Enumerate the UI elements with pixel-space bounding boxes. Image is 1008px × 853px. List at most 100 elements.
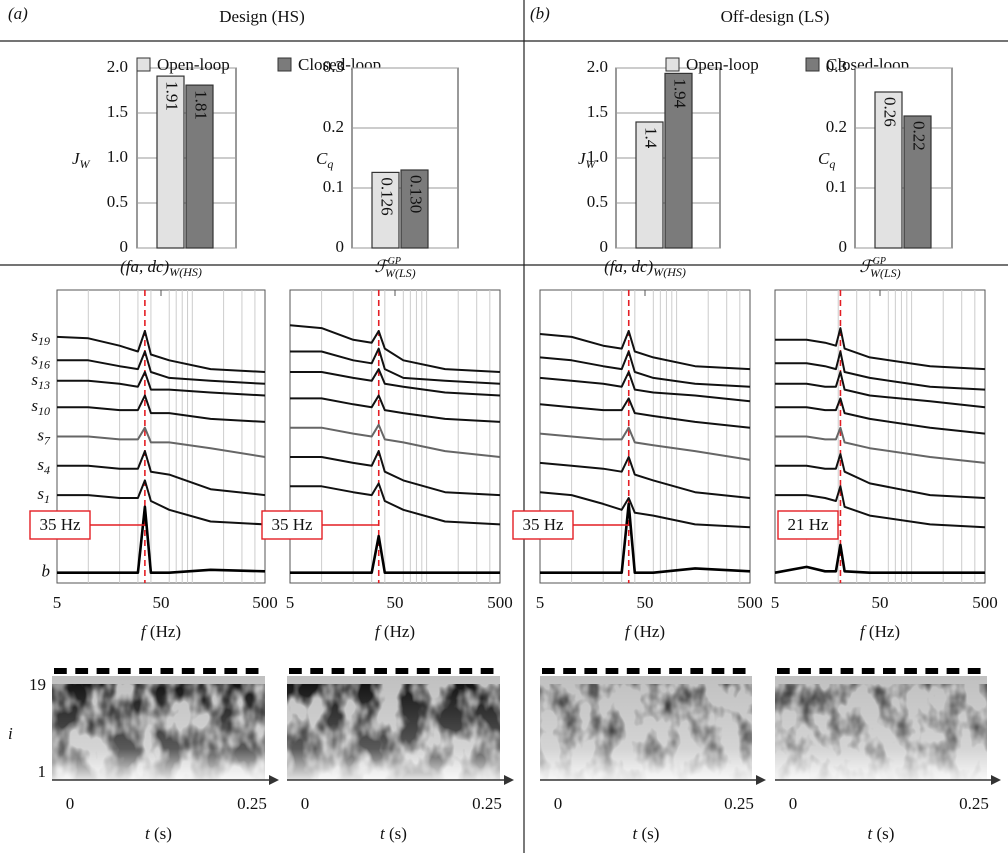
spectrum-line (57, 426, 266, 458)
x-axis-label: t (s) (633, 824, 660, 843)
actuation-pulse (690, 668, 704, 674)
x-tick-label: 500 (972, 593, 998, 612)
actuation-pulse (96, 668, 110, 674)
spectrum-line (539, 491, 751, 529)
bar (635, 121, 664, 249)
x-tick-label: 0 (301, 794, 310, 813)
x-tick-label: 500 (487, 593, 513, 612)
title-sub: W(LS) (870, 266, 901, 280)
value-label: 1.81 (192, 90, 211, 120)
title-main: ℱ (859, 257, 876, 276)
spectrum-line (290, 347, 501, 385)
series-label: s13 (31, 370, 50, 392)
actuation-pulse (416, 668, 430, 674)
legend-swatch (805, 57, 820, 72)
series-label: s1 (37, 484, 50, 506)
y-axis-label: Cq (818, 149, 835, 171)
title-main: ℱ (374, 257, 391, 276)
spectrum-line (539, 426, 751, 461)
actuation-pulse (563, 668, 576, 674)
annotation-text: 21 Hz (787, 515, 829, 534)
actuation-pulse (310, 668, 324, 674)
bar (371, 171, 400, 249)
x-axis-label: t (s) (868, 824, 895, 843)
annotation-box (29, 510, 91, 540)
y-axis-label: i (8, 724, 13, 743)
plot-frame (289, 289, 501, 584)
x-tick-label: 0.25 (959, 794, 989, 813)
y-tick-label: 0 (600, 237, 609, 256)
series-label: s16 (31, 349, 50, 371)
actuation-pulse (224, 668, 238, 674)
spectrum-line (290, 394, 501, 423)
annotation-text: 35 Hz (271, 515, 313, 534)
actuation-pulse (117, 668, 131, 674)
x-tick-label: 5 (536, 593, 545, 612)
x-axis-arrow (269, 775, 279, 785)
spectrum-line (775, 453, 986, 499)
actuation-pulse (584, 668, 598, 674)
actuation-pulse (819, 668, 833, 674)
y-tick-label: 0.1 (826, 177, 847, 196)
legend-label: Open-loop (157, 55, 230, 74)
title-sup: GP (388, 256, 401, 267)
x-tick-label: 500 (737, 593, 763, 612)
x-axis-label: t (s) (145, 824, 172, 843)
value-label: 1.4 (642, 127, 661, 149)
x-axis-arrow (991, 775, 1001, 785)
bar (903, 115, 932, 249)
y-tick-label: 0.3 (826, 57, 847, 76)
value-label: 1.91 (163, 81, 182, 111)
actuation-pulse (203, 668, 216, 674)
y-tick-label: 1.0 (107, 147, 128, 166)
x-axis-label: f (Hz) (860, 622, 900, 641)
y-tick-label: 0.3 (323, 57, 344, 76)
field-fade (540, 676, 752, 780)
actuation-pulse (777, 668, 790, 674)
y-tick-label: 0.2 (826, 117, 847, 136)
bar (664, 72, 693, 249)
y-tick-label: 0.1 (323, 177, 344, 196)
spectrum-line (774, 543, 985, 574)
bar (156, 75, 185, 249)
x-axis-label: f (Hz) (141, 622, 181, 641)
panel-title: Off-design (LS) (721, 7, 830, 26)
actuation-pulse (289, 668, 302, 674)
series-label: s4 (37, 455, 50, 477)
title-sup: GP (873, 256, 886, 267)
chart-title: (fa, dc)W(HS) (120, 257, 202, 279)
legend-swatch (277, 57, 292, 72)
y-tick-label: 1 (38, 762, 47, 781)
series-label: s19 (31, 326, 50, 348)
bar (185, 84, 214, 249)
x-tick-label: 0.25 (724, 794, 754, 813)
y-tick-label: 0 (839, 237, 848, 256)
spectrum-line (289, 324, 501, 373)
x-tick-label: 0 (789, 794, 798, 813)
spectrum-line (290, 423, 501, 458)
y-tick-label: 1.0 (587, 147, 608, 166)
x-tick-label: 50 (872, 593, 889, 612)
spectrum-line (539, 371, 751, 403)
actuation-pulse (648, 668, 661, 674)
spectrum-line (539, 456, 751, 499)
panel-label: (b) (530, 4, 550, 23)
spectrum-line (56, 330, 266, 373)
actuation-pulse (711, 668, 725, 674)
x-axis-label: t (s) (380, 824, 407, 843)
x-axis-arrow (504, 775, 514, 785)
actuation-pulse (904, 668, 917, 674)
series-label: s7 (37, 425, 51, 447)
spectrum-line (57, 479, 266, 526)
value-label: 1.94 (671, 78, 690, 108)
actuation-pulse (840, 668, 854, 674)
spectrum-line (775, 327, 986, 371)
y-axis-label: Cq (316, 149, 333, 171)
chart-title: ℱGP W(LS) (859, 256, 900, 279)
y-axis-label: JW (72, 149, 91, 171)
value-label: 0.22 (910, 121, 929, 151)
y-tick-label: 0.5 (107, 192, 128, 211)
x-tick-label: 0 (554, 794, 563, 813)
